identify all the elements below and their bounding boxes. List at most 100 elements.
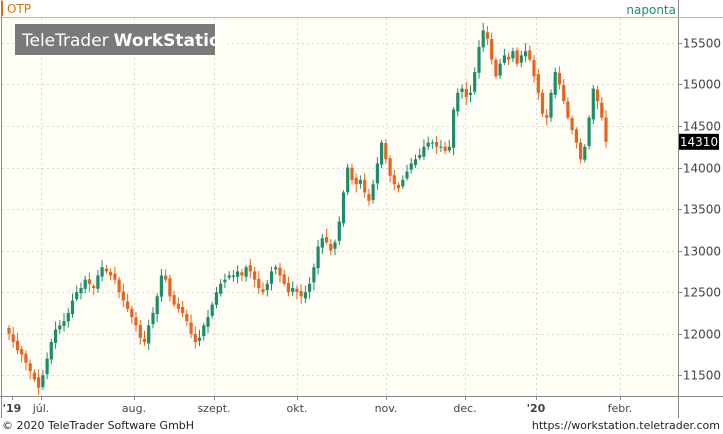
candle <box>202 322 206 341</box>
candle <box>151 307 155 329</box>
candle-body <box>134 317 138 326</box>
candle <box>109 268 113 281</box>
candle <box>45 352 49 380</box>
candle-body <box>87 279 91 284</box>
candle <box>566 97 570 120</box>
candle <box>325 228 329 245</box>
candle <box>49 338 53 365</box>
candle-body <box>329 244 333 251</box>
candle <box>473 67 477 95</box>
candle <box>113 266 117 285</box>
candle-body <box>384 143 388 160</box>
candle-body <box>545 115 549 118</box>
candle <box>346 163 350 195</box>
watermark-brand: TeleTrader <box>21 31 109 51</box>
y-tick-label: 12000 <box>683 328 721 342</box>
candle <box>337 216 341 245</box>
candle <box>37 369 41 395</box>
candle <box>540 89 545 117</box>
candle <box>481 22 485 52</box>
candle-body <box>337 221 341 241</box>
candle-body <box>147 325 151 344</box>
candle-body <box>227 275 231 278</box>
candle-body <box>443 146 447 151</box>
candle-body <box>295 288 299 293</box>
candle <box>261 282 265 295</box>
candle-body <box>468 92 473 96</box>
candle <box>58 320 62 334</box>
candle-body <box>104 268 108 272</box>
candle <box>308 277 312 299</box>
candle <box>375 157 379 190</box>
candle <box>557 66 561 90</box>
y-tick-label: 15500 <box>683 37 721 51</box>
y-tick-label: 14000 <box>683 162 721 176</box>
candle-body <box>333 242 337 249</box>
candle <box>430 139 434 149</box>
candle <box>350 163 354 185</box>
candle-body <box>121 291 125 301</box>
y-tick-label: 13000 <box>683 245 721 259</box>
candle-body <box>299 291 303 297</box>
y-tick-label: 11500 <box>683 369 721 383</box>
candle-body <box>70 300 75 315</box>
candle <box>155 293 159 323</box>
candle-body <box>62 321 66 326</box>
footer: © 2020 TeleTrader Software GmbH https://… <box>0 418 723 434</box>
candle-body <box>549 92 553 118</box>
candle-body <box>92 285 96 288</box>
candle <box>485 26 489 45</box>
candle <box>244 265 248 282</box>
candle <box>185 309 189 326</box>
candle <box>392 169 396 191</box>
candle <box>87 272 91 292</box>
source-url[interactable]: https://workstation.teletrader.com <box>531 419 720 432</box>
candle-body <box>113 273 117 280</box>
candle-body <box>371 184 375 200</box>
candle-body <box>430 142 434 144</box>
candle-body <box>515 50 519 64</box>
watermark-logo: TeleTrader WorkStation <box>15 24 233 55</box>
candle <box>604 110 608 148</box>
candle <box>371 179 375 204</box>
y-tick-label: 15000 <box>683 78 721 92</box>
candle-body <box>574 129 578 143</box>
candle-body <box>354 178 358 185</box>
candle-body <box>83 279 87 289</box>
candle <box>367 188 371 206</box>
candle-body <box>223 279 227 283</box>
candle <box>380 140 384 169</box>
candle <box>253 267 257 288</box>
candle-body <box>464 89 468 97</box>
candle-body <box>49 342 53 360</box>
candle-body <box>595 89 600 102</box>
symbol-marker <box>1 1 3 16</box>
candle-body <box>320 238 324 248</box>
candle <box>257 271 261 294</box>
candle <box>282 269 286 287</box>
candle-body <box>231 275 235 277</box>
x-tick-label: '20 <box>527 402 546 415</box>
interval-label[interactable]: naponta <box>626 3 676 17</box>
candle-body <box>591 88 595 120</box>
candlestick-series <box>7 22 608 395</box>
candle-body <box>28 363 32 372</box>
candle <box>32 369 36 382</box>
candle <box>354 173 358 193</box>
candle <box>83 275 87 294</box>
candle-body <box>54 329 58 343</box>
candle <box>219 279 223 297</box>
candle-body <box>193 334 197 342</box>
candle <box>278 262 282 283</box>
candle <box>358 175 362 189</box>
candle <box>176 297 180 313</box>
candle <box>70 293 75 318</box>
candle-body <box>460 88 464 92</box>
candle-body <box>570 118 574 131</box>
candle <box>138 320 142 345</box>
candle <box>464 82 468 105</box>
candle-body <box>189 322 193 334</box>
candle-body <box>341 192 346 224</box>
candle-body <box>422 146 426 157</box>
candle <box>405 164 409 181</box>
